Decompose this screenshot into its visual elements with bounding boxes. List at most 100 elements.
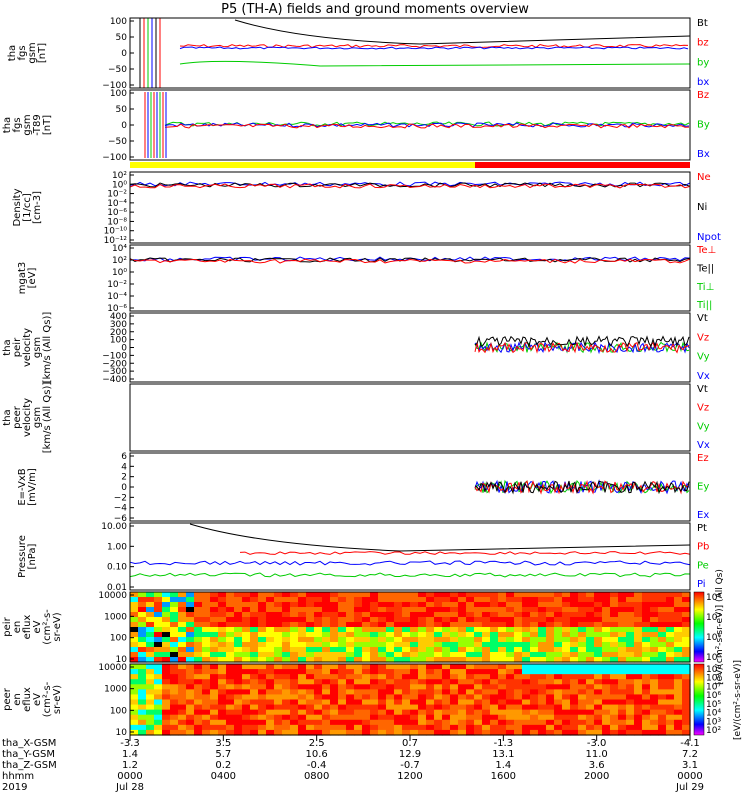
spectrogram-cell <box>298 709 307 716</box>
time-axis-value: -0.4 <box>307 760 327 771</box>
spectrogram-cell <box>450 669 459 675</box>
spectrogram-cell <box>682 679 691 685</box>
spectrogram-cell <box>530 652 539 658</box>
spectrogram-cell <box>146 642 155 648</box>
spectrogram-cell <box>474 647 483 653</box>
spectrogram-cell <box>554 652 563 658</box>
spectrogram-cell <box>170 729 179 736</box>
spectrogram-cell <box>522 612 531 618</box>
spectrogram-cell <box>578 607 587 613</box>
spectrogram-cell <box>450 694 459 701</box>
y-tick-label: 1.00 <box>107 542 127 552</box>
spectrogram-cell <box>410 637 419 643</box>
spectrogram-cell <box>602 699 611 706</box>
spectrogram-cell <box>258 607 267 613</box>
spectrogram-cell <box>186 699 195 706</box>
spectrogram-cell <box>362 729 371 736</box>
spectrogram-cell <box>442 669 451 675</box>
spectrogram-cell <box>458 714 467 721</box>
spectrogram-cell <box>442 652 451 658</box>
spectrogram-cell <box>250 694 259 701</box>
spectrogram-cell <box>474 674 483 680</box>
spectrogram-cell <box>146 607 155 613</box>
spectrogram-cell <box>274 719 283 726</box>
spectrogram-cell <box>186 719 195 726</box>
spectrogram-cell <box>378 694 387 701</box>
spectrogram-cell <box>338 602 347 608</box>
spectrogram-cell <box>330 612 339 618</box>
spectrogram-cell <box>362 699 371 706</box>
spectrogram-cell <box>210 607 219 613</box>
spectrogram-cell <box>258 637 267 643</box>
spectrogram-cell <box>210 664 219 670</box>
spectrogram-cell <box>450 657 459 663</box>
spectrogram-cell <box>218 637 227 643</box>
time-axis-value: 1.4 <box>495 760 511 771</box>
spectrogram-cell <box>306 699 315 706</box>
spectrogram-cell <box>378 607 387 613</box>
spectrogram-cell <box>258 709 267 716</box>
spectrogram-cell <box>186 592 195 598</box>
spectrogram-cell <box>322 729 331 736</box>
spectrogram-cell <box>642 607 651 613</box>
spectrogram-cell <box>194 699 203 706</box>
spectrogram-cell <box>130 704 139 711</box>
spectrogram-cell <box>178 694 187 701</box>
spectrogram-cell <box>346 632 355 638</box>
spectrogram-cell <box>178 689 187 696</box>
spectrogram-cell <box>530 679 539 685</box>
y-axis-label: fgs <box>12 117 23 132</box>
spectrogram-cell <box>290 617 299 623</box>
spectrogram-cell <box>282 719 291 726</box>
spectrogram-cell <box>434 724 443 731</box>
spectrogram-cell <box>266 642 275 648</box>
spectrogram-cell <box>218 652 227 658</box>
time-axis-value: 13.1 <box>492 749 514 760</box>
spectrogram-cell <box>370 657 379 663</box>
spectrogram-cell <box>658 684 667 690</box>
spectrogram-cell <box>370 699 379 706</box>
spectrogram-cell <box>626 642 635 648</box>
spectrogram-cell <box>354 622 363 628</box>
spectrogram-cell <box>442 632 451 638</box>
spectrogram-cell <box>202 612 211 618</box>
spectrogram-cell <box>282 622 291 628</box>
spectrogram-cell <box>578 709 587 716</box>
spectrogram-cell <box>594 642 603 648</box>
spectrogram-cell <box>570 652 579 658</box>
spectrogram-cell <box>258 657 267 663</box>
spectrogram-cell <box>258 704 267 711</box>
spectrogram-cell <box>138 664 147 670</box>
spectrogram-cell <box>594 694 603 701</box>
spectrogram-cell <box>330 632 339 638</box>
spectrogram-cell <box>602 714 611 721</box>
spectrogram-cell <box>402 602 411 608</box>
spectrogram-cell <box>210 642 219 648</box>
spectrogram-cell <box>554 632 563 638</box>
spectrogram-cell <box>506 724 515 731</box>
spectrogram-cell <box>506 647 515 653</box>
spectrogram-cell <box>506 714 515 721</box>
spectrogram-cell <box>426 709 435 716</box>
y-axis-label: peir <box>12 337 23 357</box>
spectrogram-cell <box>322 704 331 711</box>
spectrogram-cell <box>522 719 531 726</box>
spectrogram-cell <box>346 627 355 633</box>
spectrogram-cell <box>610 637 619 643</box>
spectrogram-cell <box>194 607 203 613</box>
spectrogram-cell <box>322 694 331 701</box>
spectrogram-cell <box>394 617 403 623</box>
spectrogram-cell <box>554 657 563 663</box>
spectrogram-cell <box>338 689 347 696</box>
spectrogram-cell <box>178 637 187 643</box>
spectrogram-cell <box>530 724 539 731</box>
spectrogram-cell <box>554 592 563 598</box>
spectrogram-cell <box>466 652 475 658</box>
spectrogram-cell <box>482 632 491 638</box>
spectrogram-cell <box>546 719 555 726</box>
time-axis-value: -0.7 <box>400 760 420 771</box>
spectrogram-cell <box>578 622 587 628</box>
y-axis-label: [km/s (All Qs)] <box>42 312 53 384</box>
spectrogram-cell <box>338 597 347 603</box>
spectrogram-cell <box>418 657 427 663</box>
